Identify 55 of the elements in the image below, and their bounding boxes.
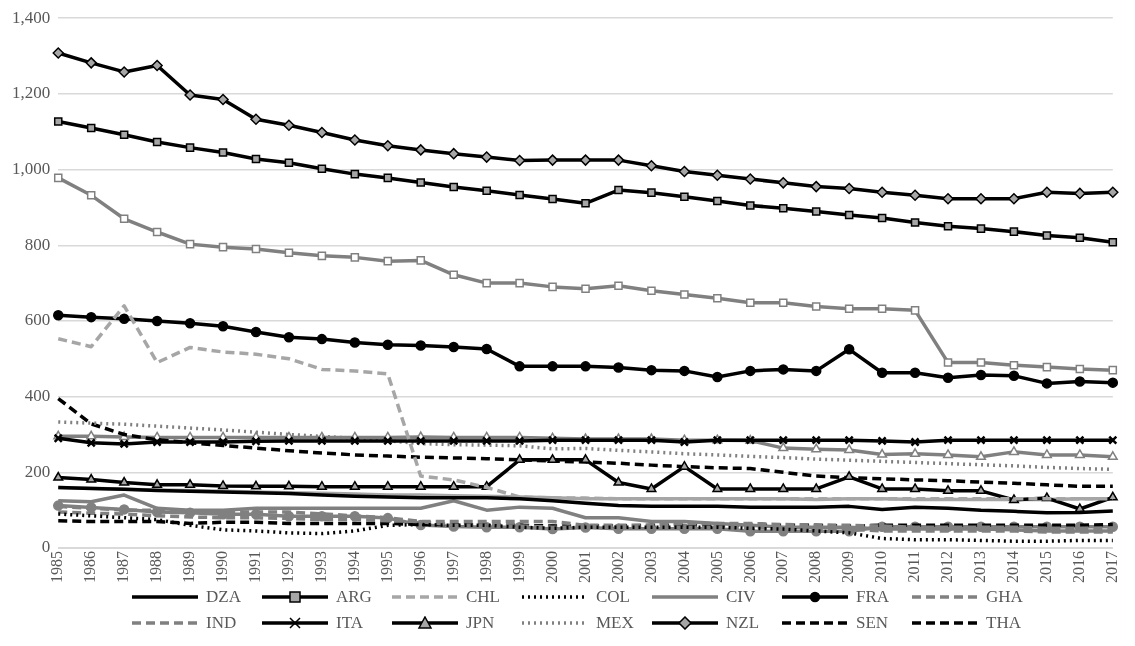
x-tick-label: 1996 — [410, 551, 428, 583]
legend-label: JPN — [466, 613, 495, 633]
x-tick-label: 1993 — [312, 551, 330, 583]
x-tick-label: 2002 — [608, 551, 626, 583]
x-tick-label: 2003 — [641, 551, 659, 583]
legend-label: THA — [986, 613, 1021, 633]
legend-label: GHA — [986, 587, 1023, 607]
x-tick-label: 1987 — [114, 551, 132, 583]
legend-label: ITA — [336, 613, 363, 633]
x-tick-label: 2017 — [1103, 551, 1120, 583]
x-tick-label: 1988 — [147, 551, 165, 583]
legend-label: NZL — [726, 613, 760, 633]
x-tick-label: 2001 — [575, 551, 593, 583]
x-tick-label: 1986 — [81, 551, 99, 583]
y-tick-label: 400 — [24, 386, 51, 406]
x-tick-label: 1985 — [48, 551, 66, 583]
legend-label: DZA — [206, 587, 241, 607]
x-tick-label: 1998 — [476, 551, 494, 583]
x-tick-label: 1990 — [213, 551, 231, 583]
x-tick-label: 2013 — [971, 551, 989, 583]
x-tick-label: 1997 — [443, 551, 461, 583]
x-tick-label: 2006 — [740, 551, 758, 583]
x-tick-label: 1994 — [345, 551, 363, 583]
legend-label: FRA — [856, 587, 890, 607]
x-tick-label: 2011 — [905, 551, 923, 583]
legend-label: CIV — [726, 587, 756, 607]
y-tick-label: 1,200 — [12, 83, 51, 103]
x-tick-label: 2015 — [1037, 551, 1055, 583]
x-tick-label: 1995 — [378, 551, 395, 583]
y-tick-label: 200 — [24, 461, 51, 481]
y-tick-label: 600 — [24, 310, 51, 330]
x-tick-label: 2000 — [542, 551, 560, 583]
y-tick-label: 800 — [24, 234, 51, 254]
legend-label: IND — [206, 613, 237, 633]
legend-label: COL — [596, 587, 630, 607]
legend-label: CHL — [466, 587, 500, 607]
x-tick-label: 2016 — [1070, 551, 1088, 583]
x-tick-label: 2009 — [839, 551, 857, 583]
legend-label: ARG — [336, 587, 372, 607]
x-tick-label: 1989 — [180, 551, 198, 583]
y-tick-label: 1,400 — [12, 7, 51, 27]
x-tick-label: 1991 — [246, 551, 264, 583]
x-tick-label: 2005 — [707, 551, 725, 583]
legend-label: MEX — [596, 613, 634, 633]
x-tick-label: 1999 — [509, 551, 527, 583]
x-tick-label: 2007 — [773, 551, 791, 583]
y-tick-label: 0 — [41, 537, 51, 557]
x-tick-label: 2008 — [806, 551, 824, 583]
x-tick-label: 1992 — [279, 551, 297, 583]
x-tick-label: 2012 — [938, 551, 956, 583]
x-tick-label: 2010 — [872, 551, 890, 583]
y-tick-label: 1,000 — [12, 159, 51, 179]
x-tick-label: 2004 — [674, 551, 692, 583]
x-tick-label: 2014 — [1004, 551, 1022, 583]
legend-label: SEN — [856, 613, 889, 633]
